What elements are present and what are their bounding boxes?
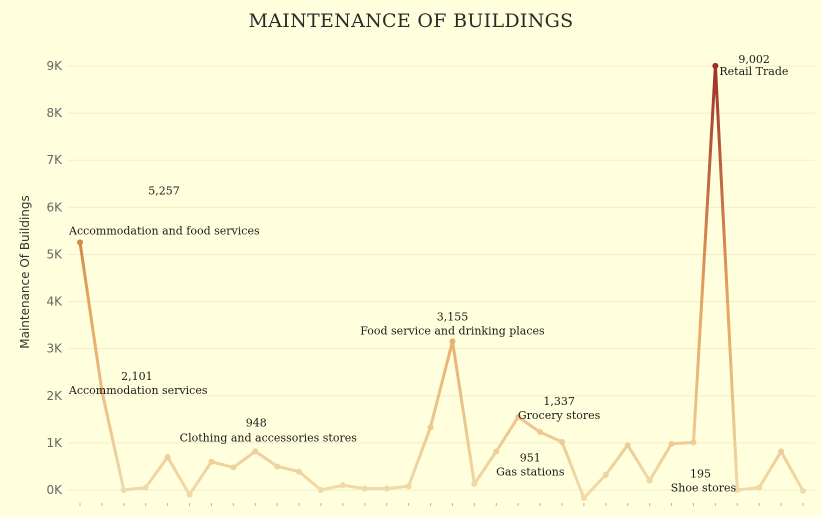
- data-point[interactable]: [756, 484, 763, 491]
- y-tick-label: 5K: [46, 247, 63, 261]
- y-tick-label: 0K: [46, 483, 63, 497]
- data-point[interactable]: [580, 495, 587, 502]
- data-point[interactable]: [602, 471, 609, 478]
- y-tick-label: 6K: [46, 200, 63, 214]
- annotation-value: 2,101: [121, 370, 153, 383]
- data-point[interactable]: [405, 483, 412, 490]
- data-point[interactable]: [98, 388, 105, 395]
- data-point[interactable]: [515, 413, 522, 420]
- data-point[interactable]: [252, 448, 259, 455]
- annotation-label: Grocery stores: [518, 409, 601, 422]
- annotation-label: Clothing and accessories stores: [180, 431, 358, 444]
- annotation-value: 3,155: [437, 310, 469, 323]
- series-points: [77, 62, 806, 502]
- data-point[interactable]: [120, 487, 127, 493]
- data-point[interactable]: [449, 338, 456, 345]
- data-point[interactable]: [427, 424, 434, 431]
- y-tick-label: 8K: [46, 106, 63, 120]
- data-point[interactable]: [274, 463, 281, 470]
- chart-title: MAINTENANCE OF BUILDINGS: [248, 10, 574, 32]
- data-point[interactable]: [712, 62, 719, 69]
- gridlines: [68, 65, 815, 491]
- data-point[interactable]: [734, 487, 741, 493]
- annotation-value: 9,002: [738, 53, 770, 66]
- data-point[interactable]: [361, 485, 368, 492]
- y-tick-label: 7K: [46, 153, 63, 167]
- annotation-value: 5,257: [148, 184, 180, 197]
- data-point[interactable]: [186, 491, 193, 498]
- y-tick-label: 9K: [46, 59, 63, 73]
- annotation-label: Gas stations: [496, 465, 565, 478]
- data-point[interactable]: [77, 239, 83, 246]
- data-point[interactable]: [318, 487, 324, 493]
- data-point[interactable]: [142, 484, 149, 491]
- data-point[interactable]: [800, 487, 806, 494]
- annotation-value: 1,337: [543, 395, 575, 408]
- data-point[interactable]: [778, 448, 785, 455]
- y-tick-label: 2K: [46, 389, 63, 403]
- data-point[interactable]: [164, 454, 171, 461]
- data-point[interactable]: [383, 485, 390, 492]
- annotation-label: Retail Trade: [719, 65, 788, 78]
- series-line-path: [78, 64, 805, 500]
- annotation-label: Accommodation services: [68, 384, 208, 397]
- data-point[interactable]: [208, 458, 215, 465]
- data-point[interactable]: [493, 448, 500, 455]
- y-tick-label: 1K: [46, 436, 63, 450]
- annotation-label: Shoe stores: [671, 481, 737, 494]
- annotation-value: 948: [246, 416, 267, 429]
- annotation-label: Food service and drinking places: [360, 324, 545, 337]
- data-point[interactable]: [624, 442, 631, 449]
- y-axis-ticks: 0K 1K 2K 3K 4K 5K 6K 7K 8K 9K: [46, 59, 63, 497]
- data-point[interactable]: [230, 464, 237, 471]
- data-point[interactable]: [537, 429, 544, 436]
- data-point[interactable]: [690, 439, 697, 446]
- data-point[interactable]: [296, 468, 303, 475]
- data-point[interactable]: [668, 440, 675, 447]
- annotation-label: Accommodation and food services: [68, 224, 260, 237]
- annotation-value: 951: [520, 451, 541, 464]
- x-axis-ticks: [79, 503, 804, 506]
- data-point[interactable]: [646, 477, 653, 484]
- data-point[interactable]: [339, 482, 346, 489]
- annotation-value: 195: [690, 467, 711, 480]
- series-line: [78, 64, 805, 500]
- data-point[interactable]: [559, 438, 565, 445]
- data-point[interactable]: [471, 480, 478, 487]
- annotations: 5,257 Accommodation and food services 2,10…: [68, 53, 788, 495]
- y-tick-label: 4K: [46, 295, 63, 309]
- y-tick-label: 3K: [46, 342, 63, 356]
